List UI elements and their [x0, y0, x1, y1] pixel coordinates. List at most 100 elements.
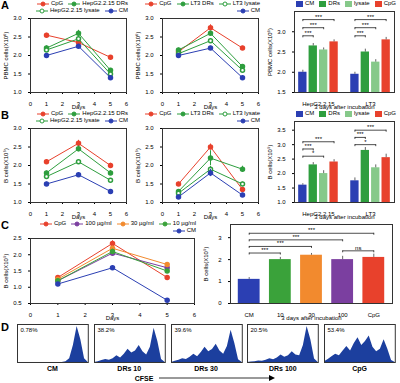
svg-text:*: *	[312, 150, 315, 156]
svg-text:1.0: 1.0	[145, 199, 154, 205]
svg-text:B cells(X10⁵): B cells(X10⁵)	[135, 148, 141, 183]
svg-text:B cells(X10⁵): B cells(X10⁵)	[203, 247, 209, 282]
svg-text:6: 6	[193, 312, 197, 318]
svg-text:5: 5	[241, 211, 245, 217]
svg-text:***: ***	[261, 247, 269, 253]
svg-text:0: 0	[218, 300, 222, 306]
svg-text:***: ***	[315, 136, 323, 142]
svg-text:2.0: 2.0	[13, 162, 22, 168]
svg-text:2.0: 2.0	[145, 52, 154, 58]
svg-text:5: 5	[241, 101, 245, 107]
svg-text:5: 5	[165, 312, 169, 318]
svg-text:6: 6	[257, 211, 261, 217]
svg-text:B cells(X10⁵): B cells(X10⁵)	[267, 145, 273, 180]
svg-text:6: 6	[125, 211, 129, 217]
svg-text:*: *	[364, 139, 367, 145]
svg-text:1.0: 1.0	[145, 89, 154, 95]
svg-text:***: ***	[305, 143, 313, 149]
svg-text:ns: ns	[355, 245, 361, 251]
svg-text:6: 6	[125, 101, 129, 107]
svg-text:2.5: 2.5	[277, 49, 286, 55]
svg-text:4: 4	[93, 211, 97, 217]
svg-text:***: ***	[310, 22, 318, 28]
svg-text:2: 2	[83, 312, 87, 318]
svg-text:B cells(X10⁵): B cells(X10⁵)	[3, 254, 9, 289]
svg-text:5: 5	[109, 101, 113, 107]
svg-text:1.5: 1.5	[145, 71, 154, 77]
svg-text:***: ***	[315, 14, 323, 20]
svg-text:1.5: 1.5	[13, 71, 22, 77]
svg-text:3.5: 3.5	[277, 127, 286, 133]
svg-text:2.5: 2.5	[277, 156, 286, 162]
svg-text:1: 1	[218, 278, 222, 284]
svg-text:2.5: 2.5	[13, 144, 22, 150]
svg-text:0.5: 0.5	[13, 300, 22, 306]
svg-text:0.78%: 0.78%	[21, 327, 39, 333]
svg-text:4: 4	[138, 312, 142, 318]
svg-text:Days: Days	[204, 104, 218, 110]
svg-text:***: ***	[308, 227, 316, 233]
svg-text:PBMC cells(X10⁶): PBMC cells(X10⁶)	[267, 28, 273, 76]
svg-text:B cells(X10⁵): B cells(X10⁵)	[3, 148, 9, 183]
svg-text:2.5: 2.5	[13, 34, 22, 40]
svg-text:3.0: 3.0	[145, 125, 154, 131]
svg-text:Days: Days	[106, 315, 120, 321]
svg-text:1.5: 1.5	[13, 181, 22, 187]
svg-text:1: 1	[45, 101, 49, 107]
svg-text:1.0: 1.0	[13, 284, 22, 290]
svg-text:0: 0	[161, 101, 165, 107]
svg-text:2.0: 2.0	[277, 170, 286, 176]
svg-text:Days: Days	[204, 214, 218, 220]
svg-text:1: 1	[177, 211, 181, 217]
svg-text:3.0: 3.0	[13, 125, 22, 131]
svg-text:***: ***	[357, 30, 365, 36]
svg-text:***: ***	[305, 30, 313, 36]
svg-text:2.5: 2.5	[145, 34, 154, 40]
svg-text:1.5: 1.5	[277, 185, 286, 191]
svg-text:***: ***	[277, 240, 285, 246]
svg-text:PBMC cells(X10⁶): PBMC cells(X10⁶)	[135, 31, 141, 79]
svg-text:53.4%: 53.4%	[328, 327, 346, 333]
svg-text:Days: Days	[72, 214, 86, 220]
svg-text:2: 2	[193, 101, 197, 107]
svg-text:0: 0	[29, 312, 33, 318]
svg-text:1.5: 1.5	[13, 268, 22, 274]
svg-text:CpG: CpG	[368, 312, 381, 318]
svg-text:2: 2	[193, 211, 197, 217]
svg-text:***: ***	[362, 22, 370, 28]
svg-text:Days: Days	[72, 104, 86, 110]
svg-text:3 days after incubation: 3 days after incubation	[281, 315, 341, 321]
svg-text:***: ***	[367, 14, 375, 20]
svg-text:***: ***	[367, 124, 375, 130]
svg-text:3.0: 3.0	[277, 142, 286, 148]
svg-text:3 days after incubation: 3 days after incubation	[314, 214, 374, 220]
svg-text:PBMC cells(X10⁶): PBMC cells(X10⁶)	[3, 31, 9, 79]
svg-text:CM: CM	[245, 312, 254, 318]
svg-text:1.0: 1.0	[13, 89, 22, 95]
svg-text:2.5: 2.5	[145, 144, 154, 150]
svg-text:2.5: 2.5	[13, 235, 22, 241]
svg-text:4: 4	[93, 101, 97, 107]
svg-text:3.0: 3.0	[13, 15, 22, 21]
svg-text:2: 2	[218, 257, 222, 263]
svg-text:6: 6	[257, 101, 261, 107]
svg-text:38.2%: 38.2%	[97, 327, 115, 333]
svg-text:***: ***	[357, 131, 365, 137]
svg-text:2: 2	[61, 211, 65, 217]
svg-text:0: 0	[161, 211, 165, 217]
svg-text:20.5%: 20.5%	[251, 327, 269, 333]
svg-text:1.0: 1.0	[13, 199, 22, 205]
svg-text:1.5: 1.5	[145, 181, 154, 187]
svg-text:2.0: 2.0	[277, 69, 286, 75]
svg-text:3.0: 3.0	[277, 29, 286, 35]
svg-text:2: 2	[61, 101, 65, 107]
svg-text:4: 4	[225, 211, 229, 217]
svg-text:3 days after incubation: 3 days after incubation	[314, 104, 374, 110]
svg-text:39.6%: 39.6%	[174, 327, 192, 333]
svg-text:2.0: 2.0	[145, 162, 154, 168]
svg-text:5: 5	[109, 211, 113, 217]
svg-text:4: 4	[225, 101, 229, 107]
svg-text:1: 1	[45, 211, 49, 217]
svg-text:0: 0	[29, 211, 33, 217]
svg-text:1.5: 1.5	[277, 89, 286, 95]
